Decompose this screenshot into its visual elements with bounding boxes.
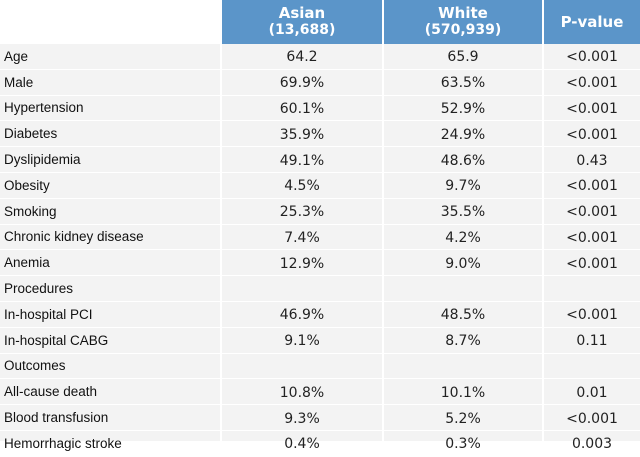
table-row: Chronic kidney disease 7.4% 4.2% <0.001 <box>0 224 640 251</box>
table-row: Hemorrhagic stroke 0.4% 0.3% 0.003 <box>0 430 640 457</box>
p-value: <0.001 <box>542 301 640 327</box>
header-asian-title: Asian <box>278 4 326 22</box>
white-value: 24.9% <box>382 121 542 147</box>
white-value: 48.5% <box>382 301 542 327</box>
asian-value: 9.1% <box>220 327 382 353</box>
white-value: 8.7% <box>382 327 542 353</box>
header-pvalue: P-value <box>542 0 640 44</box>
p-value: <0.001 <box>542 121 640 147</box>
white-value: 0.3% <box>382 430 542 456</box>
asian-value: 4.5% <box>220 172 382 198</box>
table-header: Asian (13,688) White (570,939) P-value <box>0 0 640 44</box>
asian-value: 12.9% <box>220 250 382 276</box>
header-white-count: (570,939) <box>424 22 502 38</box>
asian-value: 49.1% <box>220 147 382 172</box>
asian-value: 10.8% <box>220 379 382 405</box>
row-label: Procedures <box>0 276 220 301</box>
white-value <box>382 276 542 301</box>
row-label: Male <box>4 74 34 90</box>
table-row: Anemia 12.9% 9.0% <0.001 <box>0 250 640 277</box>
p-value: 0.11 <box>542 327 640 353</box>
p-value: <0.001 <box>542 198 640 224</box>
table-row: Dyslipidemia 49.1% 48.6% 0.43 <box>0 147 640 173</box>
white-value: 63.5% <box>382 69 542 95</box>
white-value <box>382 353 542 379</box>
section-row: Outcomes <box>0 353 640 380</box>
header-pvalue-title: P-value <box>560 12 624 31</box>
table-row: Age 64.2 65.9 <0.001 <box>0 44 640 70</box>
row-label: Chronic kidney disease <box>4 229 144 245</box>
asian-value: 64.2 <box>220 44 382 69</box>
p-value <box>542 353 640 379</box>
p-value: 0.43 <box>542 147 640 172</box>
p-value: <0.001 <box>542 172 640 198</box>
header-white-title: White <box>438 4 488 22</box>
asian-value: 9.3% <box>220 405 382 430</box>
p-value: <0.001 <box>542 44 640 69</box>
header-asian: Asian (13,688) <box>220 0 382 44</box>
table-row: Blood transfusion 9.3% 5.2% <0.001 <box>0 405 640 431</box>
row-label: All-cause death <box>4 384 98 400</box>
white-value: 35.5% <box>382 198 542 224</box>
white-value: 4.2% <box>382 224 542 250</box>
table-row: Male 69.9% 63.5% <0.001 <box>0 69 640 96</box>
asian-value: 25.3% <box>220 198 382 224</box>
table-row: In-hospital PCI 46.9% 48.5% <0.001 <box>0 301 640 328</box>
row-label: Hypertension <box>4 100 84 116</box>
white-value: 9.7% <box>382 172 542 198</box>
asian-value <box>220 353 382 379</box>
asian-value: 46.9% <box>220 301 382 327</box>
header-white: White (570,939) <box>382 0 542 44</box>
row-label: Smoking <box>4 203 57 219</box>
header-asian-count: (13,688) <box>268 22 336 38</box>
white-value: 10.1% <box>382 379 542 405</box>
row-label: Blood transfusion <box>4 410 109 426</box>
table-row: Smoking 25.3% 35.5% <0.001 <box>0 198 640 225</box>
asian-value: 7.4% <box>220 224 382 250</box>
white-value: 9.0% <box>382 250 542 276</box>
table-row: All-cause death 10.8% 10.1% 0.01 <box>0 379 640 406</box>
table-row: In-hospital CABG 9.1% 8.7% 0.11 <box>0 327 640 354</box>
row-label: Diabetes <box>4 126 58 142</box>
row-label: Obesity <box>4 177 50 193</box>
white-value: 5.2% <box>382 405 542 430</box>
asian-value: 69.9% <box>220 69 382 95</box>
p-value: <0.001 <box>542 95 640 121</box>
row-label: Hemorrhagic stroke <box>4 435 122 451</box>
white-value: 48.6% <box>382 147 542 172</box>
p-value: <0.001 <box>542 224 640 250</box>
p-value: <0.001 <box>542 250 640 276</box>
row-label: Age <box>4 48 29 64</box>
row-label: Anemia <box>4 255 50 271</box>
table-body: Age 64.2 65.9 <0.001 Male 69.9% 63.5% <0.001 Hyp… <box>0 44 640 457</box>
white-value: 52.9% <box>382 95 542 121</box>
p-value: <0.001 <box>542 69 640 95</box>
table-row: Hypertension 60.1% 52.9% <0.001 <box>0 95 640 122</box>
asian-value: 0.4% <box>220 430 382 456</box>
p-value: <0.001 <box>542 405 640 430</box>
table-row: Obesity 4.5% 9.7% <0.001 <box>0 172 640 199</box>
table-row: Diabetes 35.9% 24.9% <0.001 <box>0 121 640 148</box>
row-label: In-hospital CABG <box>4 332 109 348</box>
row-label: In-hospital PCI <box>4 306 93 322</box>
p-value: 0.01 <box>542 379 640 405</box>
p-value <box>542 276 640 301</box>
row-label: Dyslipidemia <box>4 152 81 168</box>
p-value: 0.003 <box>542 430 640 456</box>
asian-value: 35.9% <box>220 121 382 147</box>
asian-value: 60.1% <box>220 95 382 121</box>
asian-value <box>220 276 382 301</box>
header-blank-cell <box>0 0 220 44</box>
row-label: Outcomes <box>0 353 220 379</box>
section-row: Procedures <box>0 276 640 302</box>
white-value: 65.9 <box>382 44 542 69</box>
